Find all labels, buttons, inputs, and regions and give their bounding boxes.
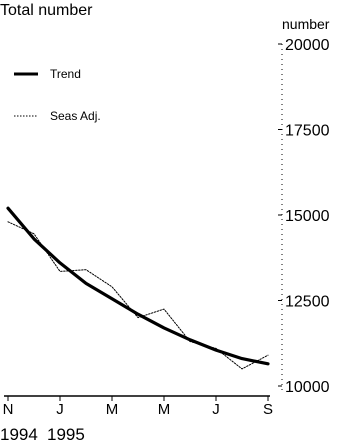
x-tick-label: J <box>56 401 64 418</box>
y-tick-label: 17500 <box>285 123 330 140</box>
series-line-seas-adj <box>7 221 269 370</box>
y-tick-label: 15000 <box>285 208 330 225</box>
y-tick-label: 20000 <box>285 37 330 54</box>
year-label: 1994 <box>0 425 38 444</box>
chart-title: Total number <box>0 2 93 19</box>
legend-label: Seas Adj. <box>50 109 101 123</box>
x-tick-label: M <box>106 401 119 418</box>
x-tick-labels: N J M M J S 1994 1995 <box>0 401 273 444</box>
series-lines <box>6 206 270 370</box>
x-tick-label: J <box>212 401 220 418</box>
y-tick-label: 12500 <box>285 294 330 311</box>
legend: Trend Seas Adj. <box>14 67 101 123</box>
y-tick-labels: 10000 12500 15000 17500 20000 <box>285 37 330 396</box>
series-line-trend <box>6 206 270 366</box>
y-axis-unit-label: number <box>282 16 330 32</box>
year-label: 1995 <box>47 425 85 444</box>
legend-label: Trend <box>50 67 81 81</box>
y-tick-label: 10000 <box>285 379 330 396</box>
x-tick-label: N <box>3 401 14 418</box>
x-tick-label: M <box>158 401 171 418</box>
axes <box>4 43 283 401</box>
x-tick-label: S <box>263 401 273 418</box>
